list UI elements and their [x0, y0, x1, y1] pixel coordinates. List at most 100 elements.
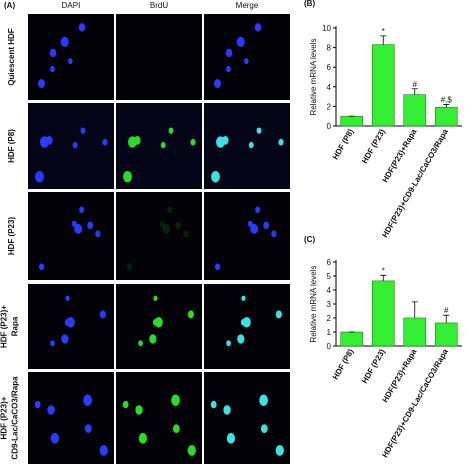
x-tick-label: HDF (P23)	[360, 347, 387, 385]
column-header: Merge	[236, 1, 259, 10]
cell-nucleus	[254, 23, 262, 32]
cell-nucleus	[35, 170, 44, 183]
cell-nucleus	[271, 230, 277, 238]
cell-nucleus	[256, 127, 262, 134]
cell-nucleus	[175, 221, 181, 230]
y-tick-label: 6	[327, 63, 332, 72]
y-axis-label: Relative mRNA levels	[309, 266, 318, 343]
cell-nucleus	[99, 310, 106, 319]
cell-nucleus	[171, 394, 180, 406]
micrograph	[116, 192, 202, 280]
row-label: Quiescent HDF	[7, 28, 16, 85]
x-tick-label: HDF(P23)+Rapa	[381, 127, 419, 184]
cell-nucleus	[263, 221, 269, 230]
cell-nucleus	[187, 445, 196, 456]
error-bar	[380, 35, 387, 45]
cell-nucleus	[45, 135, 53, 145]
cell-nucleus	[237, 334, 245, 344]
cell-nucleus	[74, 223, 83, 234]
y-tick-label: 0	[327, 122, 332, 131]
y-tick-label: 6	[327, 258, 332, 267]
cell-nucleus	[226, 432, 236, 444]
cell-nucleus	[260, 424, 268, 434]
cell-nucleus	[168, 127, 174, 134]
cell-nucleus	[80, 127, 86, 134]
cell-nucleus	[275, 445, 284, 456]
cell-nucleus	[162, 223, 171, 234]
cell-nucleus	[214, 79, 221, 89]
cell-nucleus	[49, 48, 57, 58]
cell-nucleus	[152, 318, 159, 326]
cell-nucleus	[102, 138, 108, 146]
error-bar	[443, 314, 450, 323]
cell-nucleus	[187, 310, 194, 319]
cell-nucleus	[61, 334, 69, 344]
y-axis-label: Relative mRNA levels	[309, 39, 318, 116]
y-tick-label: 4	[327, 83, 332, 92]
y-tick-label: 0	[327, 342, 332, 351]
row-label: HDF (P23)	[7, 217, 16, 256]
y-tick-label: 4	[327, 286, 332, 295]
cell-nucleus	[183, 230, 189, 238]
cell-nucleus	[160, 141, 166, 149]
column-header: DAPI	[62, 1, 81, 10]
annotation: *	[382, 266, 385, 275]
y-tick-label: 8	[327, 44, 332, 53]
cell-nucleus	[38, 79, 45, 89]
micrograph	[204, 372, 290, 464]
error-bar	[380, 274, 387, 281]
cell-nucleus	[248, 141, 254, 149]
x-tick-label: HDF(P23)+CD9-Lac/CaCO3/Rapa	[380, 347, 450, 459]
cell-nucleus	[278, 138, 284, 146]
panel-label: (B)	[304, 0, 315, 8]
cell-nucleus	[95, 230, 101, 238]
y-tick-label: 1	[327, 328, 332, 337]
cell-nucleus	[34, 400, 41, 409]
row-label: HDF (P23)+	[0, 305, 9, 348]
cell-nucleus	[244, 58, 249, 65]
cell-nucleus	[250, 223, 259, 234]
cell-nucleus	[126, 263, 133, 271]
cell-nucleus	[60, 36, 69, 48]
cell-nucleus	[72, 141, 78, 149]
annotation: #	[413, 80, 418, 89]
cell-nucleus	[138, 340, 143, 347]
bar	[371, 280, 395, 347]
cell-nucleus	[138, 432, 148, 444]
cell-nucleus	[133, 135, 141, 145]
cell-nucleus	[167, 206, 173, 214]
error-bar	[411, 301, 418, 318]
cell-nucleus	[50, 432, 60, 444]
panel-label: (C)	[304, 235, 315, 244]
error-bar	[443, 104, 450, 108]
cell-nucleus	[135, 405, 143, 415]
cell-nucleus	[87, 221, 93, 230]
panel-label: (A)	[4, 1, 15, 10]
cell-nucleus	[84, 424, 92, 434]
x-tick-label: HDF(P23)+CD9-Lac/CaCO3/Rapa	[380, 127, 450, 239]
row-label: HDF (P23)+	[0, 396, 9, 439]
y-tick-label: 2	[327, 102, 332, 111]
cell-nucleus	[83, 394, 92, 406]
cell-nucleus	[210, 400, 217, 409]
x-tick-label: HDF (P8)	[331, 347, 356, 381]
cell-nucleus	[38, 263, 45, 271]
row-label: Rapa	[11, 316, 20, 336]
error-bar	[411, 88, 418, 95]
cell-nucleus	[64, 318, 71, 326]
bar	[340, 331, 364, 347]
micrograph	[116, 372, 202, 464]
bar	[340, 115, 364, 127]
bar	[434, 322, 458, 347]
cell-nucleus	[122, 400, 129, 409]
cell-nucleus	[240, 318, 247, 326]
cell-nucleus	[78, 23, 86, 32]
x-tick-label: HDF (P8)	[331, 127, 356, 161]
cell-nucleus	[79, 206, 85, 214]
bar	[434, 107, 458, 127]
cell-nucleus	[65, 295, 70, 301]
annotation: #	[444, 306, 449, 315]
micrograph	[116, 14, 202, 100]
cell-nucleus	[123, 170, 132, 183]
